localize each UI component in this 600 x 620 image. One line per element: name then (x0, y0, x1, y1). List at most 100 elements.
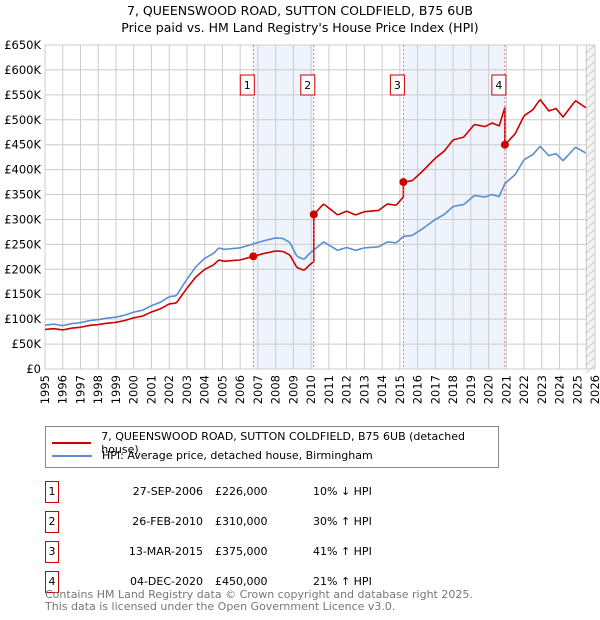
x-tick-label: 2013 (357, 375, 371, 404)
sale-number: 1 (45, 481, 59, 503)
footer: Contains HM Land Registry data © Crown c… (45, 589, 473, 613)
shaded-range (253, 45, 314, 369)
hatch-line (585, 340, 596, 350)
x-tick-label: 2006 (233, 375, 247, 404)
hatch-line (585, 108, 596, 118)
plot-area: £0 £50K £100K £150K £200K £250K £300K £350K £400… (4, 38, 600, 404)
hatch-line (585, 196, 596, 206)
x-tick-label: 2018 (446, 375, 460, 404)
hatch-line (585, 140, 596, 150)
x-tick-label: 1997 (73, 375, 87, 404)
hatch-line (585, 244, 596, 254)
hpi-line (44, 145, 587, 327)
hatch-line (585, 324, 596, 334)
hatch-line (585, 180, 596, 190)
hatch-line (585, 148, 596, 158)
x-tick-label: 2023 (535, 375, 549, 404)
legend-swatch-hpi (52, 454, 92, 457)
x-tick-label: 1999 (109, 375, 123, 404)
sale-hpi-diff: 10% ↓ HPI (313, 485, 372, 498)
sale-price: £310,000 (215, 515, 268, 528)
sale-row: 1 27-SEP-2006 £226,000 10% ↓ HPI (45, 481, 445, 503)
hatch-line (585, 268, 596, 278)
hatch-line (585, 44, 596, 54)
hatch-line (585, 156, 596, 166)
sale-row: 2 26-FEB-2010 £310,000 30% ↑ HPI (45, 511, 445, 533)
sale-point (309, 210, 318, 219)
x-tick-label: 2008 (269, 375, 283, 404)
hatch-line (585, 124, 596, 134)
hatch-line (585, 204, 596, 214)
y-tick-label: £0 (26, 362, 41, 376)
x-tick-label: 2007 (251, 375, 265, 404)
sale-price: £450,000 (215, 575, 268, 588)
y-tick-label: £400K (4, 163, 41, 177)
legend-hpi: HPI: Average price, detached house, Birm… (102, 449, 373, 462)
y-tick-label: £150K (4, 287, 41, 301)
x-tick-label: 2024 (553, 375, 567, 404)
hatch-line (585, 188, 596, 198)
hatch-line (585, 348, 596, 358)
hatch-line (585, 52, 596, 62)
sale-label: 1 (244, 79, 251, 92)
sale-label: 2 (304, 79, 311, 92)
sale-price: £375,000 (215, 545, 268, 558)
y-tick-label: £250K (4, 237, 41, 251)
x-tick-label: 2012 (340, 375, 354, 404)
hatch-line (585, 60, 596, 70)
forecast-hatch (585, 44, 596, 370)
hatch-line (585, 300, 596, 310)
x-tick-label: 2019 (464, 375, 478, 404)
x-tick-label: 2005 (215, 375, 229, 404)
hatch-line (585, 356, 596, 366)
x-tick-label: 2011 (322, 375, 336, 404)
hatch-line (585, 332, 596, 342)
y-tick-label: £50K (12, 337, 42, 351)
hatch-line (585, 292, 596, 302)
hatch-line (585, 68, 596, 78)
chart-subtitle: Price paid vs. HM Land Registry's House … (121, 20, 479, 35)
sale-price: £226,000 (215, 485, 268, 498)
hatch-line (585, 252, 596, 262)
x-tick-label: 2010 (304, 375, 318, 404)
y-tick-label: £350K (4, 188, 41, 202)
x-tick-label: 2020 (482, 375, 496, 404)
hatch-line (585, 164, 596, 174)
x-tick-label: 2022 (517, 375, 531, 404)
plot-frame (44, 44, 596, 370)
sale-label: 3 (394, 79, 401, 92)
y-tick-label: £550K (4, 88, 41, 102)
sale-date: 04-DEC-2020 (129, 575, 203, 588)
hatch-line (585, 132, 596, 142)
x-tick-label: 2004 (198, 375, 212, 404)
footer-line: This data is licensed under the Open Gov… (45, 600, 396, 613)
hatch-line (585, 260, 596, 270)
sale-hpi-diff: 21% ↑ HPI (313, 575, 372, 588)
y-tick-label: £200K (4, 262, 41, 276)
x-tick-label: 1996 (56, 375, 70, 404)
y-tick-label: £450K (4, 138, 41, 152)
legend-price: 7, QUEENSWOOD ROAD, SUTTON COLDFIELD, B7… (101, 430, 465, 456)
hatch-line (585, 92, 596, 102)
chart-title: 7, QUEENSWOOD ROAD, SUTTON COLDFIELD, B7… (127, 3, 473, 18)
hatch-line (585, 172, 596, 182)
hatch-line (585, 236, 596, 246)
hatch-line (585, 316, 596, 326)
sale-label-box (389, 74, 405, 96)
hatch-line (585, 220, 596, 230)
hatch-line (585, 100, 596, 110)
sale-date: 26-FEB-2010 (132, 515, 203, 528)
sale-label: 4 (495, 79, 502, 92)
sale-date: 27-SEP-2006 (132, 485, 203, 498)
sale-number: 3 (45, 541, 59, 563)
x-tick-label: 2002 (162, 375, 176, 404)
legend: 7, QUEENSWOOD ROAD, SUTTON COLDFIELD, B7… (45, 426, 499, 468)
hatch-line (585, 276, 596, 286)
hatch-line (585, 308, 596, 318)
hatch-line (585, 228, 596, 238)
x-tick-label: 2026 (588, 375, 600, 404)
sale-label-box (300, 74, 316, 96)
x-tick-label: 2015 (393, 375, 407, 404)
sale-point (399, 178, 408, 187)
